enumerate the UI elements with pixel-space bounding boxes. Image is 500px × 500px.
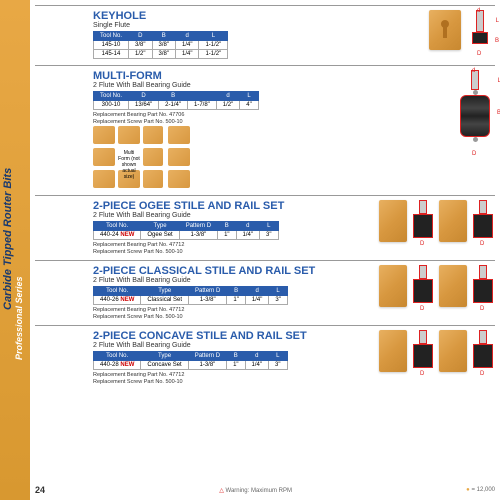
- concave-table: Tool No.TypePattern DBdL 440-28 NEWConca…: [93, 351, 288, 370]
- keyhole-title: KEYHOLE: [93, 10, 423, 22]
- sidebar-title: Carbide Tipped Router Bits: [2, 168, 14, 310]
- section-ogee: 2-PIECE OGEE STILE AND RAIL SET 2 Flute …: [35, 195, 495, 260]
- keyhole-visuals: d D L B: [429, 10, 495, 61]
- multiform-sub: 2 Flute With Ball Bearing Guide: [93, 82, 449, 89]
- section-classical: 2-PIECE CLASSICAL STILE AND RAIL SET 2 F…: [35, 260, 495, 325]
- table-row: 145-103/8"3/8"1/4"1-1/2": [94, 41, 228, 50]
- catalog-page: Carbide Tipped Router Bits Professional …: [0, 0, 500, 500]
- note: Replacement Bearing Part No. 47706: [93, 112, 449, 118]
- ogee-visuals: D D: [379, 200, 495, 256]
- multiform-pattern-icon: Multi Form (not shown actual size): [93, 126, 193, 191]
- content: KEYHOLE Single Flute Tool No.DBdL 145-10…: [35, 5, 495, 390]
- concave-sub: 2 Flute With Ball Bearing Guide: [93, 342, 373, 349]
- wood-sample-icon: [379, 200, 407, 242]
- section-multiform: MULTI-FORM 2 Flute With Ball Bearing Gui…: [35, 65, 495, 195]
- ogee-table: Tool No.TypePattern DBdL 440-24 NEWOgee …: [93, 221, 279, 240]
- ogee-sub: 2 Flute With Ball Bearing Guide: [93, 212, 373, 219]
- wood-sample-icon: [439, 330, 467, 372]
- table-row: 440-24 NEWOgee Set1-3/8"1"1/4"3": [94, 231, 279, 240]
- wood-sample-icon: [379, 330, 407, 372]
- sidebar-series: Professional Series: [14, 276, 24, 360]
- classical-visuals: D D: [379, 265, 495, 321]
- footer: 24 △ Warning: Maximum RPM ● = 12,000: [35, 485, 495, 495]
- sidebar: Carbide Tipped Router Bits Professional …: [0, 0, 30, 500]
- wood-sample-icon: [439, 200, 467, 242]
- classical-sub: 2 Flute With Ball Bearing Guide: [93, 277, 373, 284]
- section-keyhole: KEYHOLE Single Flute Tool No.DBdL 145-10…: [35, 5, 495, 65]
- wood-sample-icon: [429, 10, 461, 50]
- page-number: 24: [35, 485, 45, 495]
- note: Replacement Screw Part No. 500-10: [93, 314, 373, 320]
- classical-table: Tool No.TypePattern DBdL 440-26 NEWClass…: [93, 286, 288, 305]
- bit-diagram-icon: D: [471, 200, 495, 245]
- bit-diagram-icon: D: [411, 265, 435, 310]
- table-row: 145-141/2"3/8"1/4"1-1/2": [94, 50, 228, 59]
- bit-diagram-icon: d D L B: [455, 70, 495, 155]
- bit-diagram-icon: D: [411, 330, 435, 375]
- note: Replacement Screw Part No. 500-10: [93, 379, 373, 385]
- note: Replacement Bearing Part No. 47712: [93, 372, 373, 378]
- warning-text: Warning: Maximum RPM: [226, 488, 292, 494]
- wood-sample-icon: [379, 265, 407, 307]
- note: Replacement Screw Part No. 500-10: [93, 119, 449, 125]
- note: Replacement Screw Part No. 500-10: [93, 249, 373, 255]
- note: Replacement Bearing Part No. 47712: [93, 242, 373, 248]
- bit-diagram-icon: D: [471, 330, 495, 375]
- wood-sample-icon: [439, 265, 467, 307]
- classical-title: 2-PIECE CLASSICAL STILE AND RAIL SET: [93, 265, 373, 277]
- multiform-table: Tool No.DBdL 300-1013/64"2-1/4"1-7/8"1/2…: [93, 91, 259, 110]
- bit-diagram-icon: D: [471, 265, 495, 310]
- keyhole-table: Tool No.DBdL 145-103/8"3/8"1/4"1-1/2" 14…: [93, 31, 228, 59]
- note: Replacement Bearing Part No. 47712: [93, 307, 373, 313]
- ogee-title: 2-PIECE OGEE STILE AND RAIL SET: [93, 200, 373, 212]
- bit-diagram-icon: D: [411, 200, 435, 245]
- concave-title: 2-PIECE CONCAVE STILE AND RAIL SET: [93, 330, 373, 342]
- table-row: 440-28 NEWConcave Set1-3/8"1"1/4"3": [94, 361, 288, 370]
- keyhole-sub: Single Flute: [93, 22, 423, 29]
- table-row: 300-1013/64"2-1/4"1-7/8"1/2"4": [94, 101, 259, 110]
- table-row: 440-26 NEWClassical Set1-3/8"1"1/4"3": [94, 296, 288, 305]
- multiform-visuals: d D L B: [455, 70, 495, 191]
- multiform-caption: Multi Form (not shown actual size): [118, 150, 140, 180]
- rpm-text: = 12,000: [471, 487, 495, 493]
- section-concave: 2-PIECE CONCAVE STILE AND RAIL SET 2 Flu…: [35, 325, 495, 390]
- bit-diagram-icon: d D L B: [465, 10, 495, 55]
- multiform-title: MULTI-FORM: [93, 70, 449, 82]
- concave-visuals: D D: [379, 330, 495, 386]
